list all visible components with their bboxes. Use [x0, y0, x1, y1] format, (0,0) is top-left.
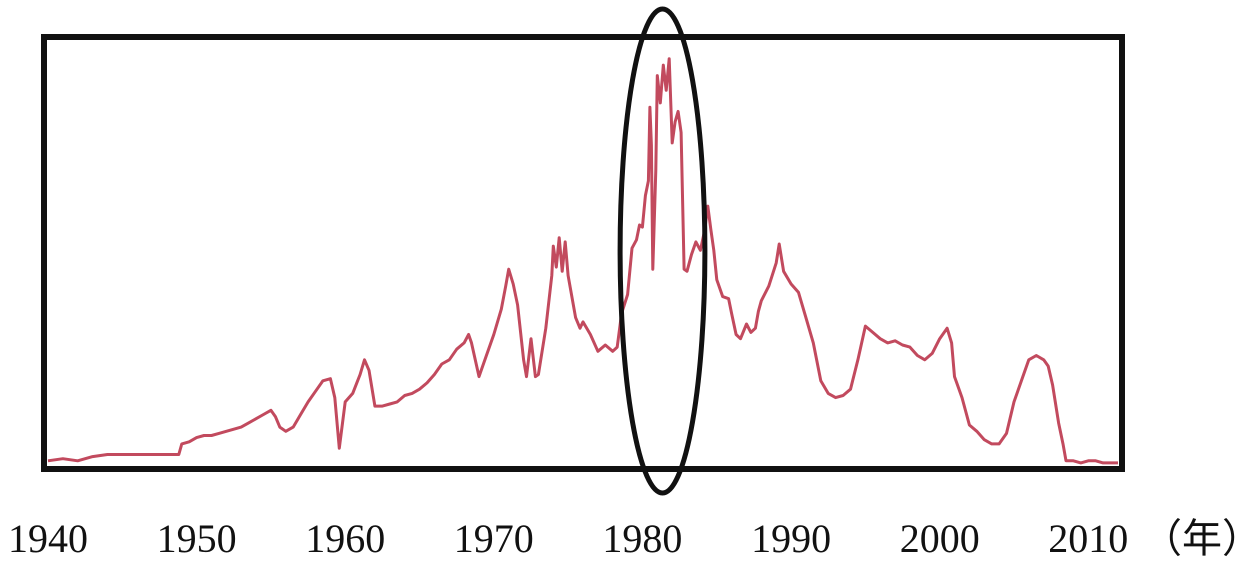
highlight-ellipse	[617, 6, 708, 496]
x-tick-label: 1970	[454, 516, 534, 561]
x-axis-unit-label: （年）	[1142, 516, 1241, 561]
x-tick-label: 1940	[8, 516, 88, 561]
plot-frame	[41, 34, 1125, 472]
x-tick-label: 1960	[305, 516, 385, 561]
x-tick-label: 1990	[751, 516, 831, 561]
x-tick-label: 2000	[900, 516, 980, 561]
x-tick-label: 2010	[1048, 516, 1128, 561]
x-tick-label: 1950	[157, 516, 237, 561]
x-tick-label: 1980	[602, 516, 682, 561]
x-axis-tick-labels: 1940 1950 1960 1970 1980 1990 2000 2010	[8, 516, 1128, 561]
series-line-0	[47, 57, 1118, 465]
series-layer	[47, 57, 1118, 465]
